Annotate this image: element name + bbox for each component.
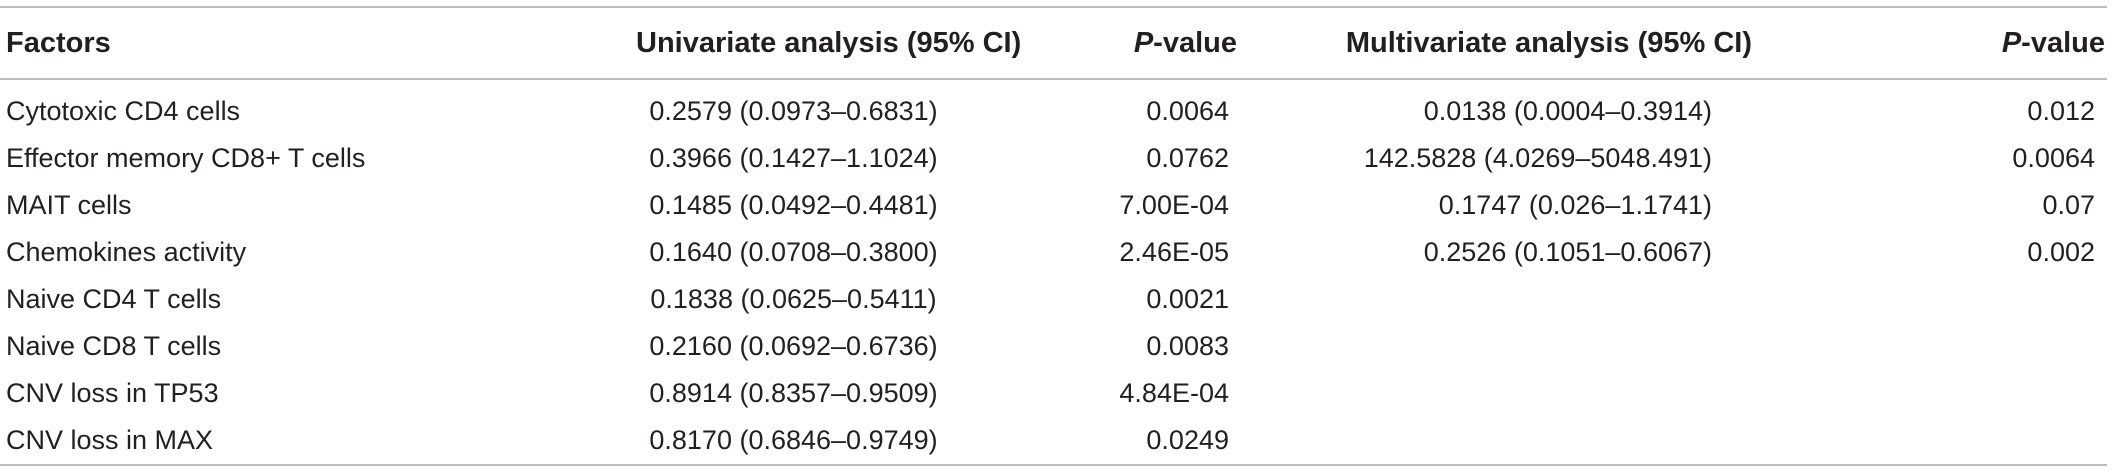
cell-univariate: 0.2160 (0.0692–0.6736)	[649, 331, 938, 361]
table-row: Naive CD4 T cells 0.1838 (0.0625–0.5411) 0…	[0, 276, 2107, 323]
results-table: Factors Univariate analysis (95% CI) P-v…	[0, 6, 2107, 466]
cell-multivariate: 0.0138 (0.0004–0.3914)	[1423, 96, 1712, 126]
cell-p-value-multivariate: 0.002	[2027, 237, 2095, 267]
header-univariate: Univariate analysis (95% CI)	[536, 6, 1021, 80]
cell-p-value-univariate: 4.84E-04	[1119, 378, 1229, 408]
cell-univariate: 0.1838 (0.0625–0.5411)	[650, 284, 937, 314]
p-symbol: P	[1133, 26, 1154, 59]
table-row: MAIT cells 0.1485 (0.0492–0.4481) 7.00E-04…	[0, 182, 2107, 229]
cell-p-value-univariate: 0.0762	[1146, 143, 1229, 173]
cell-p-value-multivariate	[1752, 417, 2107, 466]
p-suffix: -value	[1153, 26, 1237, 59]
header-factors: Factors	[0, 6, 536, 80]
cell-p-value-multivariate: 0.0064	[2012, 143, 2095, 173]
cell-multivariate	[1337, 370, 1752, 417]
cell-factor: Chemokines activity	[6, 237, 247, 267]
cell-multivariate: 0.1747 (0.026–1.1741)	[1438, 190, 1712, 220]
cell-factor: Cytotoxic CD4 cells	[6, 96, 241, 126]
table-row: Chemokines activity 0.1640 (0.0708–0.3800…	[0, 229, 2107, 276]
cell-univariate: 0.2579 (0.0973–0.6831)	[649, 96, 938, 126]
table-header: Factors Univariate analysis (95% CI) P-v…	[0, 6, 2107, 80]
cell-multivariate: 142.5828 (4.0269–5048.491)	[1363, 143, 1712, 173]
cell-univariate: 0.8914 (0.8357–0.9509)	[649, 378, 938, 408]
cell-p-value-univariate: 2.46E-05	[1119, 237, 1229, 267]
cell-multivariate: 0.2526 (0.1051–0.6067)	[1423, 237, 1712, 267]
table-body: Cytotoxic CD4 cells 0.2579 (0.0973–0.6831…	[0, 79, 2107, 466]
cell-factor: CNV loss in TP53	[6, 378, 219, 408]
cell-p-value-multivariate	[1752, 370, 2107, 417]
cell-factor: MAIT cells	[6, 190, 132, 220]
cell-p-value-univariate: 0.0249	[951, 417, 1337, 466]
table-row: Cytotoxic CD4 cells 0.2579 (0.0973–0.6831…	[0, 79, 2107, 135]
header-row: Factors Univariate analysis (95% CI) P-v…	[0, 6, 2107, 80]
cell-factor: CNV loss in MAX	[0, 417, 536, 466]
cell-factor: Naive CD4 T cells	[6, 284, 222, 314]
cell-p-value-multivariate: 0.012	[2027, 96, 2095, 126]
table-row: CNV loss in TP53 0.8914 (0.8357–0.9509) 4.…	[0, 370, 2107, 417]
cell-factor: Effector memory CD8+ T cells	[6, 143, 366, 173]
cell-factor: Naive CD8 T cells	[6, 331, 222, 361]
cell-multivariate	[1337, 276, 1752, 323]
header-p-value-univariate: P-value	[951, 6, 1337, 80]
cell-univariate: 0.1640 (0.0708–0.3800)	[649, 237, 938, 267]
table-row: Effector memory CD8+ T cells 0.3966 (0.14…	[0, 135, 2107, 182]
cell-multivariate	[1337, 417, 1752, 466]
cell-p-value-multivariate: 0.07	[2042, 190, 2095, 220]
header-p-value-multivariate: P-value	[1752, 6, 2107, 80]
cell-p-value-univariate: 7.00E-04	[1119, 190, 1229, 220]
p-symbol: P	[2001, 26, 2022, 59]
header-multivariate: Multivariate analysis (95% CI)	[1337, 6, 1752, 80]
cell-p-value-multivariate	[1752, 276, 2107, 323]
cell-p-value-univariate: 0.0083	[1146, 331, 1229, 361]
cell-univariate: 0.3966 (0.1427–1.1024)	[649, 143, 938, 173]
cell-p-value-multivariate	[1752, 323, 2107, 370]
cell-p-value-univariate: 0.0021	[1146, 284, 1229, 314]
p-suffix: -value	[2021, 26, 2105, 59]
table-row: Naive CD8 T cells 0.2160 (0.0692–0.6736) 0…	[0, 323, 2107, 370]
cell-p-value-univariate: 0.0064	[1146, 96, 1229, 126]
cell-univariate: 0.8170 (0.6846–0.9749)	[536, 417, 951, 466]
cell-multivariate	[1337, 323, 1752, 370]
cell-univariate: 0.1485 (0.0492–0.4481)	[649, 190, 938, 220]
table-row: CNV loss in MAX 0.8170 (0.6846–0.9749) 0.0…	[0, 417, 2107, 466]
